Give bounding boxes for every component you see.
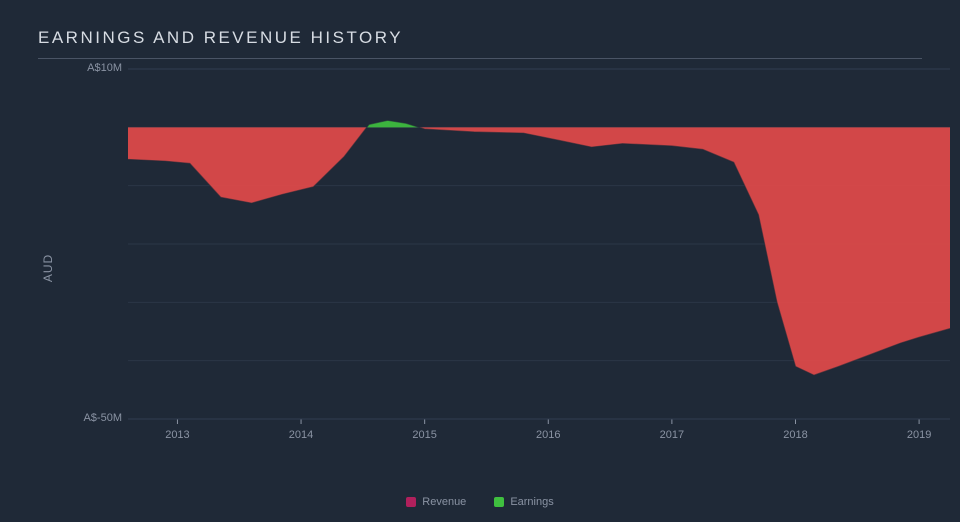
x-tick-label: 2018 [783, 429, 807, 441]
legend-item-earnings: Earnings [494, 496, 553, 508]
y-tick-label: A$-50M [70, 412, 122, 424]
legend-label-earnings: Earnings [510, 496, 553, 508]
x-tick-label: 2015 [412, 429, 436, 441]
legend-item-revenue: Revenue [406, 496, 466, 508]
y-axis-label: AUD [41, 254, 55, 282]
x-tick-label: 2013 [165, 429, 189, 441]
legend: Revenue Earnings [0, 496, 960, 508]
legend-swatch-earnings [494, 497, 504, 507]
x-tick-label: 2014 [289, 429, 313, 441]
chart-title: EARNINGS AND REVENUE HISTORY [38, 28, 922, 59]
x-tick-label: 2017 [660, 429, 684, 441]
plot-svg [128, 69, 950, 419]
y-tick-label: A$10M [70, 62, 122, 74]
legend-swatch-revenue [406, 497, 416, 507]
x-tick-label: 2019 [907, 429, 931, 441]
x-tick-label: 2016 [536, 429, 560, 441]
chart-card: EARNINGS AND REVENUE HISTORY AUD A$10M A$… [0, 0, 960, 522]
chart-area: AUD A$10MA$-50M 201320142015201620172018… [24, 69, 936, 467]
legend-label-revenue: Revenue [422, 496, 466, 508]
